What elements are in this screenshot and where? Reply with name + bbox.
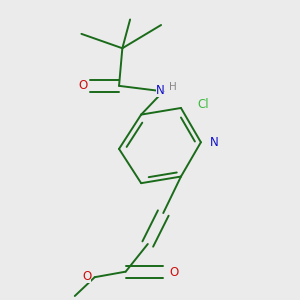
Text: N: N xyxy=(156,84,164,97)
Text: O: O xyxy=(169,266,178,279)
Text: Cl: Cl xyxy=(197,98,208,111)
Text: O: O xyxy=(78,80,88,92)
Text: N: N xyxy=(210,136,219,149)
Text: H: H xyxy=(169,82,177,92)
Text: O: O xyxy=(82,270,92,283)
